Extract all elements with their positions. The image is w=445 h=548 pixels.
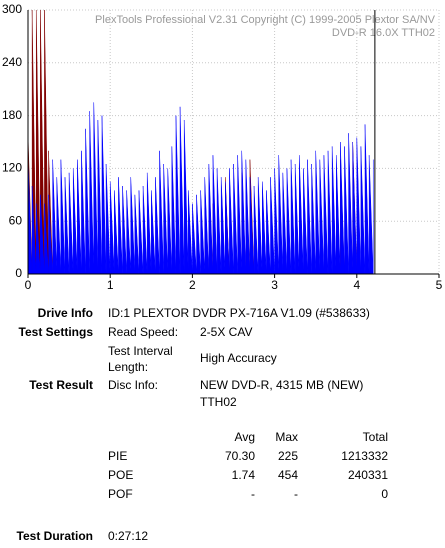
watermark: DVD-R 16.0X TTH02 <box>332 27 435 39</box>
table-cell: - <box>251 487 255 501</box>
table-header: Total <box>363 430 388 444</box>
y-tick-label: 300 <box>2 2 22 16</box>
table-header: Avg <box>235 430 255 444</box>
x-tick-label: 3 <box>271 278 278 292</box>
x-tick-label: 4 <box>353 278 360 292</box>
table-cell: - <box>294 487 298 501</box>
x-tick-label: 2 <box>189 278 196 292</box>
y-tick-label: 0 <box>15 266 22 280</box>
x-tick-label: 1 <box>107 278 114 292</box>
value: 2-5X CAV <box>200 325 252 339</box>
value: High Accuracy <box>200 351 277 365</box>
table-cell: 70.30 <box>225 449 255 463</box>
label: Length: <box>108 360 148 374</box>
label: Drive Info <box>38 306 93 320</box>
watermark: PlexTools Professional V2.31 Copyright (… <box>95 14 436 26</box>
table-cell: 1.74 <box>232 468 256 482</box>
y-tick-label: 180 <box>2 108 22 122</box>
label: Read Speed: <box>108 325 178 339</box>
table-cell: 454 <box>278 468 298 482</box>
table-cell: 1213332 <box>341 449 388 463</box>
y-tick-label: 60 <box>9 213 23 227</box>
table-cell: POF <box>108 487 133 501</box>
label: Test Settings <box>19 325 94 339</box>
value: NEW DVD-R, 4315 MB (NEW) <box>200 378 363 392</box>
label: Test Duration <box>17 529 93 543</box>
y-tick-label: 120 <box>2 161 22 175</box>
label: Disc Info: <box>108 378 158 392</box>
table-cell: PIE <box>108 449 127 463</box>
label: Test Interval <box>108 344 173 358</box>
table-header: Max <box>275 430 298 444</box>
x-tick-label: 0 <box>25 278 32 292</box>
value: TTH02 <box>200 395 237 409</box>
table-cell: 225 <box>278 449 298 463</box>
value: 0:27:12 <box>108 529 148 543</box>
x-tick-label: 5 <box>436 278 443 292</box>
table-cell: 240331 <box>348 468 388 482</box>
table-cell: 0 <box>381 487 388 501</box>
value: ID:1 PLEXTOR DVDR PX-716A V1.09 (#538633… <box>108 306 370 320</box>
area <box>27 102 374 275</box>
label: Test Result <box>29 378 93 392</box>
table-cell: POE <box>108 468 133 482</box>
y-tick-label: 240 <box>2 55 22 69</box>
